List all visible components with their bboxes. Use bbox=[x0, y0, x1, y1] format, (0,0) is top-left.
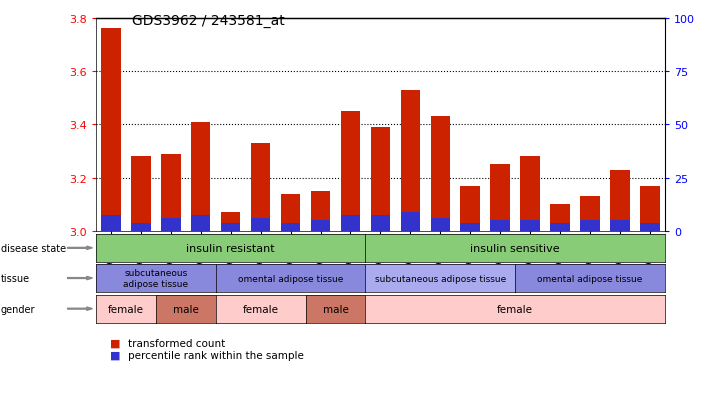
Text: subcutaneous adipose tissue: subcutaneous adipose tissue bbox=[375, 274, 506, 283]
Bar bbox=[580, 197, 599, 231]
Text: male: male bbox=[323, 304, 348, 314]
Bar bbox=[370, 128, 390, 231]
Bar bbox=[580, 221, 599, 231]
Bar bbox=[191, 215, 210, 231]
Bar bbox=[491, 165, 510, 231]
Bar bbox=[370, 215, 390, 231]
Text: transformed count: transformed count bbox=[128, 338, 225, 348]
Bar bbox=[461, 223, 480, 231]
Text: tissue: tissue bbox=[1, 273, 30, 283]
Bar bbox=[191, 122, 210, 231]
Bar bbox=[491, 221, 510, 231]
Bar bbox=[461, 186, 480, 231]
Bar bbox=[221, 223, 240, 231]
Text: female: female bbox=[108, 304, 144, 314]
Text: GDS3962 / 243581_at: GDS3962 / 243581_at bbox=[132, 14, 284, 28]
Text: disease state: disease state bbox=[1, 243, 66, 253]
Bar bbox=[161, 218, 181, 231]
Bar bbox=[610, 221, 630, 231]
Bar bbox=[101, 29, 121, 231]
Bar bbox=[400, 90, 420, 231]
Bar bbox=[161, 154, 181, 231]
Text: male: male bbox=[173, 304, 199, 314]
Bar bbox=[251, 144, 270, 231]
Bar bbox=[251, 218, 270, 231]
Text: subcutaneous
adipose tissue: subcutaneous adipose tissue bbox=[123, 269, 188, 288]
Bar bbox=[131, 157, 151, 231]
Text: gender: gender bbox=[1, 304, 36, 314]
Bar bbox=[400, 213, 420, 231]
Bar bbox=[311, 191, 330, 231]
Bar bbox=[550, 223, 570, 231]
Bar bbox=[431, 218, 450, 231]
Text: insulin sensitive: insulin sensitive bbox=[470, 243, 560, 253]
Bar bbox=[281, 223, 300, 231]
Bar bbox=[640, 186, 660, 231]
Text: ■: ■ bbox=[110, 338, 121, 348]
Bar bbox=[101, 215, 121, 231]
Bar bbox=[281, 194, 300, 231]
Bar bbox=[520, 221, 540, 231]
Bar bbox=[520, 157, 540, 231]
Bar bbox=[610, 170, 630, 231]
Bar bbox=[341, 112, 360, 231]
Text: omental adipose tissue: omental adipose tissue bbox=[538, 274, 643, 283]
Text: ■: ■ bbox=[110, 350, 121, 360]
Text: percentile rank within the sample: percentile rank within the sample bbox=[128, 350, 304, 360]
Text: insulin resistant: insulin resistant bbox=[186, 243, 275, 253]
Text: female: female bbox=[497, 304, 533, 314]
Bar bbox=[311, 221, 330, 231]
Text: omental adipose tissue: omental adipose tissue bbox=[238, 274, 343, 283]
Bar bbox=[131, 223, 151, 231]
Bar bbox=[221, 213, 240, 231]
Text: female: female bbox=[242, 304, 279, 314]
Bar bbox=[640, 223, 660, 231]
Bar bbox=[431, 117, 450, 231]
Bar bbox=[341, 215, 360, 231]
Bar bbox=[550, 205, 570, 231]
